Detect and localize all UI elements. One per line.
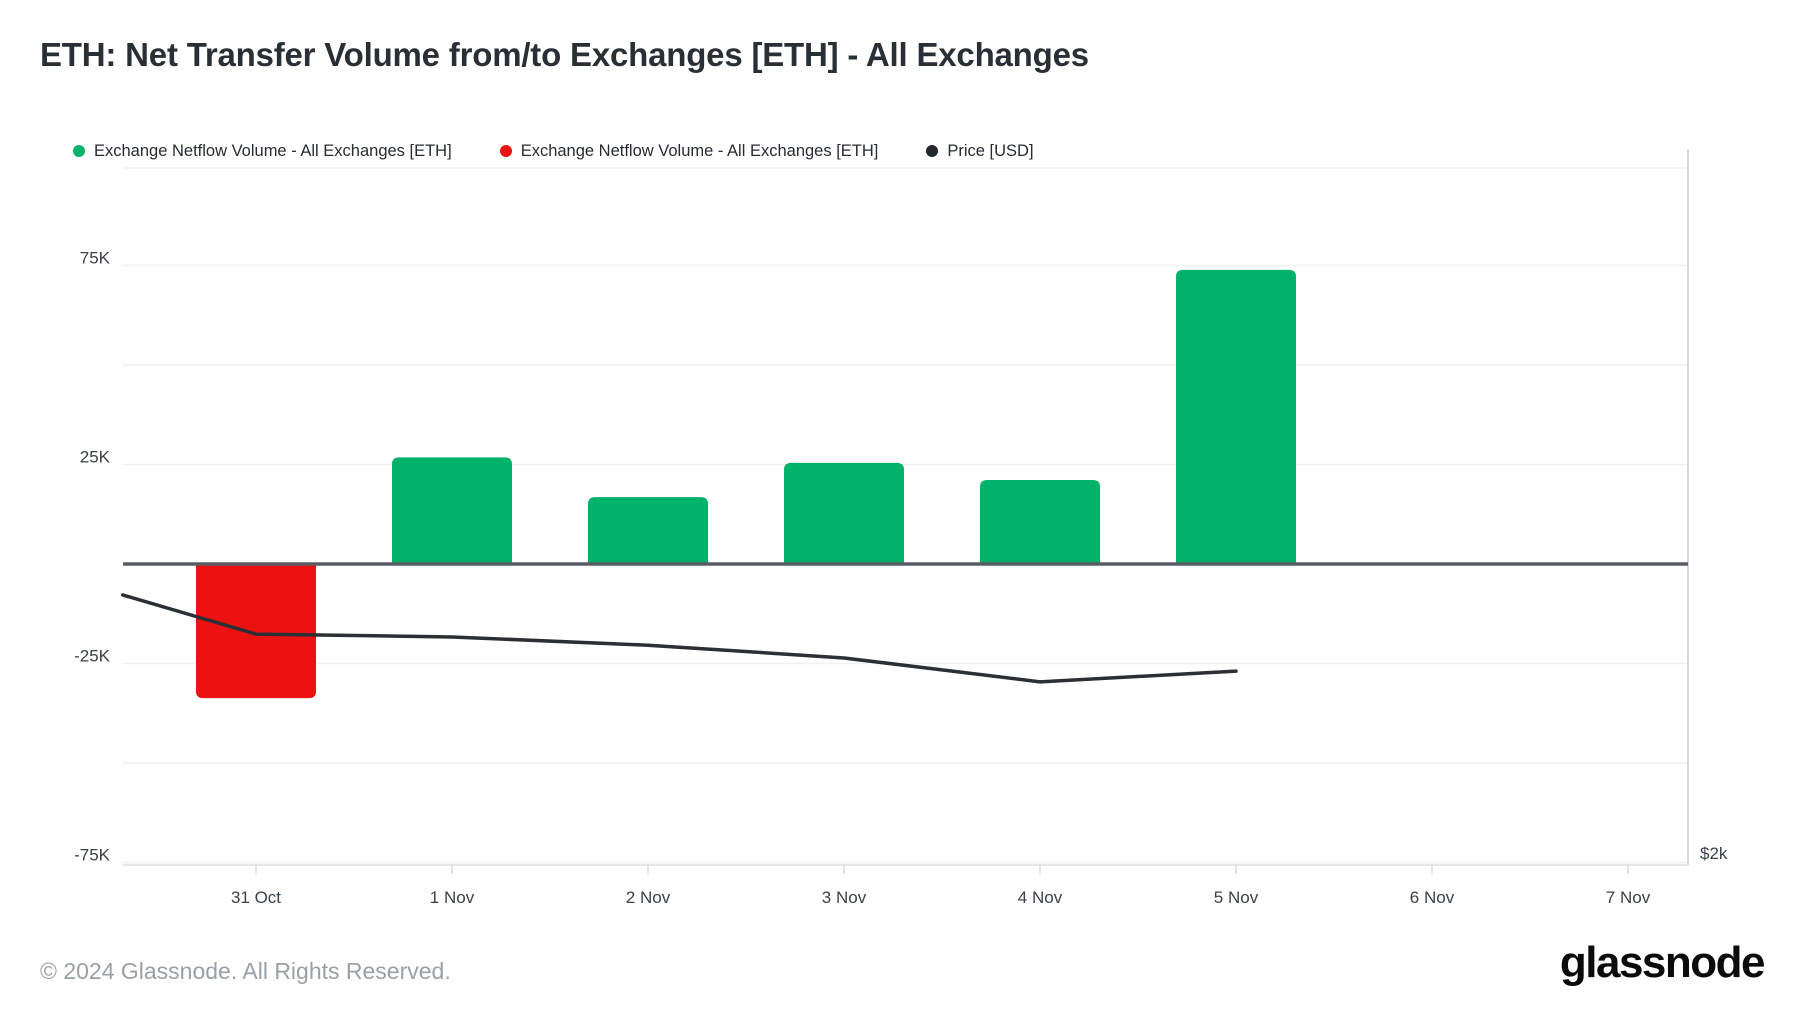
x-axis-label: 3 Nov <box>822 888 867 907</box>
netflow-bar <box>980 480 1100 564</box>
black-dot-icon <box>926 145 939 157</box>
x-axis-label: 6 Nov <box>1410 888 1455 907</box>
y-axis-label: 75K <box>80 249 111 268</box>
legend-item-label: Exchange Netflow Volume - All Exchanges … <box>520 141 879 160</box>
legend-item-label: Exchange Netflow Volume - All Exchanges … <box>94 141 452 160</box>
netflow-bar <box>392 457 512 564</box>
legend-item-netflow-negative[interactable]: Exchange Netflow Volume - All Exchanges … <box>499 141 879 161</box>
netflow-bar <box>784 462 904 564</box>
legend-item-label: Price [USD] <box>947 141 1034 160</box>
legend-item-netflow-positive[interactable]: Exchange Netflow Volume - All Exchanges … <box>73 142 452 161</box>
netflow-bar <box>588 497 708 564</box>
y-axis-label: 25K <box>80 448 111 467</box>
y-axis-label: -75K <box>74 846 111 865</box>
x-axis-label: 2 Nov <box>626 888 671 907</box>
netflow-bar <box>1176 269 1296 564</box>
x-axis-label: 5 Nov <box>1214 888 1259 907</box>
chart-legend: Exchange Netflow Volume - All Exchanges … <box>73 140 1034 162</box>
red-dot-icon <box>499 145 512 157</box>
x-axis-label: 4 Nov <box>1018 888 1063 907</box>
x-axis-label: 7 Nov <box>1606 888 1651 907</box>
y-axis-label: -25K <box>74 647 111 666</box>
x-axis-label: 31 Oct <box>231 888 281 907</box>
copyright-text: © 2024 Glassnode. All Rights Reserved. <box>40 958 451 984</box>
netflow-bar <box>196 564 316 699</box>
legend-item-price[interactable]: Price [USD] <box>926 141 1034 161</box>
page-title: ETH: Net Transfer Volume from/to Exchang… <box>40 36 1089 73</box>
x-axis-label: 1 Nov <box>430 888 475 907</box>
right-axis-label: $2k <box>1700 844 1728 863</box>
price-line <box>120 593 1238 684</box>
green-dot-icon <box>73 145 85 157</box>
glassnode-logo: glassnode <box>1559 938 1766 987</box>
